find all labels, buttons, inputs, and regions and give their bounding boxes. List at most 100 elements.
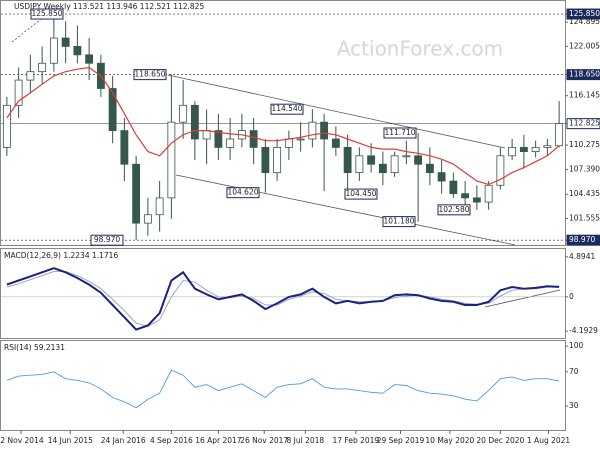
macd-tick-label: -4.1929 bbox=[569, 326, 598, 335]
x-tick-label: 4 Sep 2016 bbox=[150, 436, 193, 445]
annotation-box bbox=[382, 216, 416, 228]
x-tick-label: 14 Jun 2015 bbox=[48, 436, 93, 445]
x-tick-label: 10 May 2020 bbox=[425, 436, 474, 445]
candle-body bbox=[61, 37, 70, 47]
candle-body bbox=[508, 146, 517, 157]
y-tick-label: 101.555 bbox=[569, 213, 600, 222]
x-tick-label: 8 Jul 2018 bbox=[286, 436, 324, 445]
y-tick-label: 118.650 bbox=[569, 70, 600, 79]
x-tick-label: 26 Nov 2017 bbox=[240, 436, 288, 445]
trend-line bbox=[484, 289, 561, 308]
candle-body bbox=[14, 79, 23, 106]
candle-body bbox=[73, 46, 82, 56]
y-tick-label: 122.005 bbox=[569, 41, 600, 50]
candle-body bbox=[437, 172, 446, 182]
macd-tick-label: 4.8941 bbox=[569, 252, 595, 261]
moving-average bbox=[6, 66, 560, 186]
price-panel bbox=[0, 0, 566, 246]
rsi-panel bbox=[0, 340, 566, 431]
annotation-label: 101.180 bbox=[383, 217, 414, 226]
annotation-box bbox=[90, 234, 124, 246]
macd-tick-label: 0 bbox=[569, 292, 574, 301]
annotation-label: 104.620 bbox=[227, 188, 258, 197]
candle-body bbox=[108, 88, 117, 131]
annotation-label: 118.650 bbox=[134, 70, 165, 79]
x-tick-label: 24 Jan 2016 bbox=[101, 436, 146, 445]
x-tick-label: 17 Feb 2019 bbox=[333, 436, 380, 445]
annotation-box bbox=[344, 188, 378, 200]
macd-panel bbox=[0, 248, 566, 339]
x-tick-label: 1 Aug 2021 bbox=[527, 436, 570, 445]
candle-body bbox=[132, 163, 141, 224]
candle-body bbox=[496, 155, 505, 186]
annotation-label: 102.580 bbox=[438, 205, 469, 214]
rsi-tick-label: 30 bbox=[569, 401, 579, 410]
y-tick-label: 125.850 bbox=[569, 9, 600, 18]
macd-line bbox=[6, 271, 560, 327]
annotation-label: 98.970 bbox=[94, 235, 120, 244]
annotation-label: 125.850 bbox=[31, 9, 62, 18]
trend-line bbox=[167, 74, 506, 149]
candle-body bbox=[261, 146, 270, 174]
annotation-box bbox=[30, 8, 64, 20]
y-tick-label: 124.895 bbox=[569, 17, 600, 26]
candle-body bbox=[2, 104, 11, 148]
candle-body bbox=[202, 130, 211, 140]
candle-body bbox=[179, 104, 188, 123]
price-box bbox=[566, 118, 600, 130]
annotation-box bbox=[437, 204, 471, 216]
x-tick-label: 16 Apr 2017 bbox=[195, 436, 242, 445]
y-tick-label: 110.275 bbox=[569, 140, 600, 149]
candle-body bbox=[414, 155, 423, 165]
candle-body bbox=[308, 121, 317, 140]
annotation-label: 104.450 bbox=[345, 189, 376, 198]
rsi-tick-label: 100 bbox=[569, 341, 584, 350]
candle-body bbox=[26, 71, 35, 81]
x-tick-label: 29 Sep 2019 bbox=[377, 436, 425, 445]
rsi-line bbox=[6, 369, 560, 409]
annotation-label: 114.540 bbox=[271, 104, 302, 113]
candle-body bbox=[472, 197, 481, 203]
candle-body bbox=[143, 214, 152, 224]
candle-body bbox=[167, 121, 176, 199]
candle-body bbox=[402, 155, 411, 158]
candle-body bbox=[461, 193, 470, 199]
candle-body bbox=[543, 145, 552, 148]
rsi-title: RSI(14) 59.2131 bbox=[4, 343, 65, 352]
annotation-box bbox=[226, 187, 260, 199]
candle-body bbox=[484, 184, 493, 203]
y-tick-label: 107.390 bbox=[569, 164, 600, 173]
price-box bbox=[566, 8, 600, 20]
candle-body bbox=[296, 138, 305, 141]
candle-body bbox=[367, 155, 376, 165]
candle-body bbox=[249, 130, 258, 148]
candle-body bbox=[226, 138, 235, 148]
candle-body bbox=[155, 197, 164, 216]
annotation-label: 111.710 bbox=[384, 128, 415, 137]
candle-body bbox=[320, 121, 329, 140]
candle-body bbox=[531, 146, 540, 153]
annotation-box bbox=[133, 69, 167, 81]
candle-body bbox=[425, 163, 434, 174]
candle-body bbox=[555, 123, 564, 147]
candle-body bbox=[214, 130, 223, 148]
candle-body bbox=[38, 62, 47, 73]
x-tick-label: 2 Nov 2014 bbox=[0, 436, 43, 445]
price-box bbox=[566, 69, 600, 81]
rsi-tick-label: 70 bbox=[569, 367, 579, 376]
candle-body bbox=[190, 104, 199, 140]
candle-body bbox=[284, 138, 293, 148]
candle-body bbox=[390, 155, 399, 174]
x-tick-label: 20 Dec 2020 bbox=[476, 436, 524, 445]
y-tick-label: 116.145 bbox=[569, 91, 600, 100]
macd-line bbox=[6, 267, 560, 331]
candle-body bbox=[273, 146, 282, 174]
candle-body bbox=[519, 146, 528, 153]
macd-title: MACD(12,26,9) 1.2234 1.1716 bbox=[4, 251, 118, 260]
candle-body bbox=[49, 37, 58, 64]
y-tick-label: 112.825 bbox=[569, 119, 600, 128]
candle-body bbox=[120, 130, 129, 165]
price-box bbox=[566, 234, 600, 246]
candle-body bbox=[85, 54, 94, 64]
